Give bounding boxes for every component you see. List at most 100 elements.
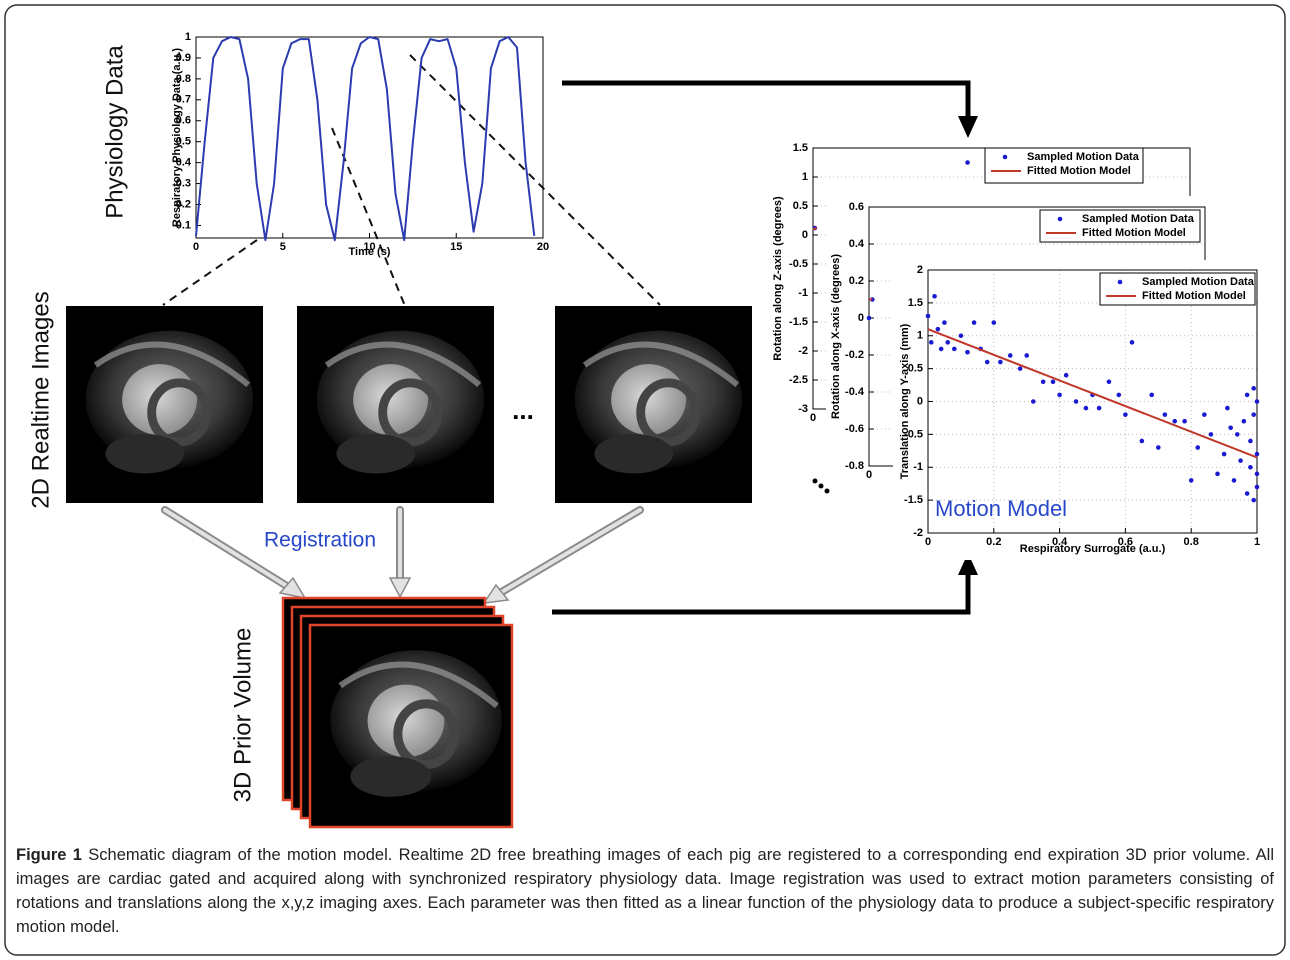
legend-label: Fitted Motion Model bbox=[1027, 165, 1131, 177]
x-tick-label: 0.6 bbox=[1118, 536, 1133, 548]
x-tick-label: 0.4 bbox=[1052, 536, 1068, 548]
charts: 0.10.20.30.40.50.60.70.80.910 5 10 15 20Resp… bbox=[171, 31, 1265, 560]
data-point bbox=[925, 313, 931, 319]
legend-marker bbox=[1117, 279, 1123, 285]
data-point bbox=[1057, 392, 1062, 398]
data-point bbox=[928, 340, 934, 345]
x-tick-label: 20 bbox=[537, 241, 549, 253]
y-tick-label: -1.5 bbox=[904, 494, 923, 506]
y-tick-label: 1 bbox=[802, 171, 808, 183]
volume-frame bbox=[308, 623, 514, 829]
data-point bbox=[1254, 399, 1260, 404]
x-axis-label: Respiratory Surrogate (a.u.) bbox=[1020, 543, 1166, 555]
data-point bbox=[965, 349, 970, 355]
x-tick-label: 10 bbox=[363, 241, 375, 253]
legend-box bbox=[1099, 272, 1256, 306]
data-point bbox=[1188, 478, 1194, 483]
arrow-head bbox=[958, 553, 978, 575]
y-tick-label: 0.4 bbox=[176, 157, 192, 169]
x-tick-label: 0.2 bbox=[986, 536, 1001, 548]
y-tick-label: 2 bbox=[917, 264, 923, 276]
y-tick-label: -2.5 bbox=[789, 374, 808, 386]
y-tick-label: 0 bbox=[917, 395, 923, 407]
x-tick-label: 0.8 bbox=[1184, 536, 1199, 548]
y-tick-label: -0.5 bbox=[904, 428, 923, 440]
data-point bbox=[1007, 353, 1013, 358]
mri-image bbox=[555, 306, 752, 503]
data-line bbox=[195, 36, 536, 242]
data-point bbox=[1024, 353, 1029, 358]
legend-box bbox=[984, 147, 1144, 184]
data-point bbox=[958, 333, 964, 339]
data-point bbox=[1248, 438, 1253, 444]
data-point bbox=[1244, 491, 1250, 496]
y-tick-label: -0.6 bbox=[845, 423, 864, 435]
y-axis-label: Rotation along X-axis (degrees) bbox=[830, 254, 842, 419]
data-point bbox=[1017, 366, 1023, 371]
data-point bbox=[1139, 438, 1145, 444]
data-point bbox=[1106, 379, 1112, 385]
data-point bbox=[1221, 451, 1227, 457]
data-point bbox=[945, 340, 951, 345]
data-point bbox=[971, 320, 977, 325]
data-point bbox=[1234, 432, 1240, 437]
data-point bbox=[1123, 412, 1128, 417]
y-axis-label: Respiratory Physiology Data (a.u.) bbox=[171, 48, 183, 227]
annotation: Motion Model bbox=[935, 496, 1067, 521]
prior-label: 3D Prior Volume bbox=[229, 628, 256, 803]
y-tick-label: -2 bbox=[798, 345, 808, 357]
data-point bbox=[942, 320, 947, 325]
chart-background bbox=[893, 260, 1265, 560]
data-point bbox=[1244, 392, 1250, 398]
data-point bbox=[1208, 432, 1214, 437]
data-point bbox=[932, 294, 937, 299]
data-point bbox=[1231, 478, 1237, 483]
data-point bbox=[1195, 445, 1201, 450]
chart: 21.510.50-0.5-1-1.5-20 0.2 0.4 0.6 0.8 1Trans… bbox=[893, 260, 1265, 560]
legend-label: Sampled Motion Data bbox=[1142, 276, 1255, 288]
y-tick-label: -0.5 bbox=[789, 258, 808, 270]
legend-label: Sampled Motion Data bbox=[1082, 213, 1195, 225]
y-tick-label: 0 bbox=[802, 229, 808, 241]
data-point bbox=[1202, 412, 1207, 417]
y-tick-label: 0.6 bbox=[176, 115, 191, 127]
data-point bbox=[1083, 405, 1089, 411]
y-tick-label: -1 bbox=[798, 287, 808, 299]
legend-marker bbox=[1057, 216, 1063, 222]
y-tick-label: -2 bbox=[913, 527, 923, 539]
x-tick-label: 15 bbox=[450, 241, 462, 253]
data-point bbox=[935, 326, 941, 332]
legend-label: Sampled Motion Data bbox=[1027, 151, 1140, 163]
registration-arrows bbox=[161, 506, 644, 604]
data-point bbox=[1050, 379, 1056, 385]
data-point bbox=[1116, 392, 1122, 398]
caption: Figure 1 Schematic diagram of the motion… bbox=[16, 843, 1274, 939]
data-point bbox=[991, 320, 997, 325]
legend-marker bbox=[1002, 154, 1008, 160]
data-point bbox=[1251, 386, 1257, 391]
y-tick-label: -3 bbox=[798, 403, 808, 415]
y-tick-label: -0.4 bbox=[845, 386, 865, 398]
legend-label: Fitted Motion Model bbox=[1142, 290, 1246, 302]
y-tick-label: 0.5 bbox=[793, 200, 808, 212]
data-line bbox=[812, 227, 818, 231]
y-tick-label: 0.4 bbox=[849, 238, 865, 250]
y-tick-label: -1 bbox=[913, 461, 923, 473]
data-point bbox=[938, 346, 944, 352]
caption-label: Figure 1 bbox=[16, 846, 82, 864]
data-point bbox=[1254, 484, 1260, 490]
y-tick-label: 0 bbox=[858, 312, 864, 324]
y-tick-label: 0.6 bbox=[849, 201, 864, 213]
y-tick-label: -1.5 bbox=[789, 316, 808, 328]
y-tick-label: 1.5 bbox=[793, 142, 808, 154]
volume-image bbox=[310, 625, 512, 827]
data-point bbox=[1225, 405, 1230, 411]
data-point bbox=[1063, 372, 1069, 378]
chart: 0.10.20.30.40.50.60.70.80.910 5 10 15 20Resp… bbox=[171, 31, 549, 258]
data-point bbox=[984, 359, 990, 365]
data-point bbox=[965, 160, 970, 165]
physiology-label: Physiology Data bbox=[101, 45, 128, 219]
y-tick-label: 0.3 bbox=[176, 177, 191, 189]
data-point bbox=[1182, 418, 1187, 424]
